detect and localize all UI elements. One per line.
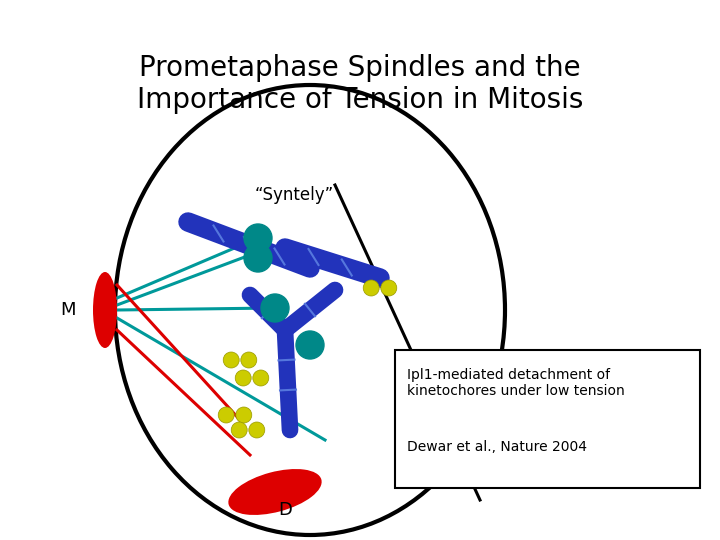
Circle shape [296, 331, 324, 359]
Circle shape [253, 370, 269, 386]
Circle shape [363, 280, 379, 296]
Circle shape [235, 370, 251, 386]
Text: Prometaphase Spindles and the
Importance of Tension in Mitosis: Prometaphase Spindles and the Importance… [137, 54, 583, 114]
Circle shape [236, 407, 252, 423]
Circle shape [240, 352, 257, 368]
Ellipse shape [228, 469, 322, 515]
Text: Dewar et al., Nature 2004: Dewar et al., Nature 2004 [407, 440, 587, 454]
Circle shape [381, 280, 397, 296]
Circle shape [223, 352, 239, 368]
Circle shape [244, 224, 272, 252]
Circle shape [231, 422, 247, 438]
Circle shape [244, 244, 272, 272]
Bar [395, 350, 700, 488]
Text: M: M [60, 301, 76, 319]
Text: D: D [278, 501, 292, 519]
Text: Ipl1-mediated detachment of
kinetochores under low tension: Ipl1-mediated detachment of kinetochores… [407, 368, 625, 398]
Circle shape [218, 407, 234, 423]
Ellipse shape [93, 272, 117, 348]
Text: “Syntely”: “Syntely” [255, 186, 334, 204]
Circle shape [261, 294, 289, 322]
Circle shape [249, 422, 265, 438]
